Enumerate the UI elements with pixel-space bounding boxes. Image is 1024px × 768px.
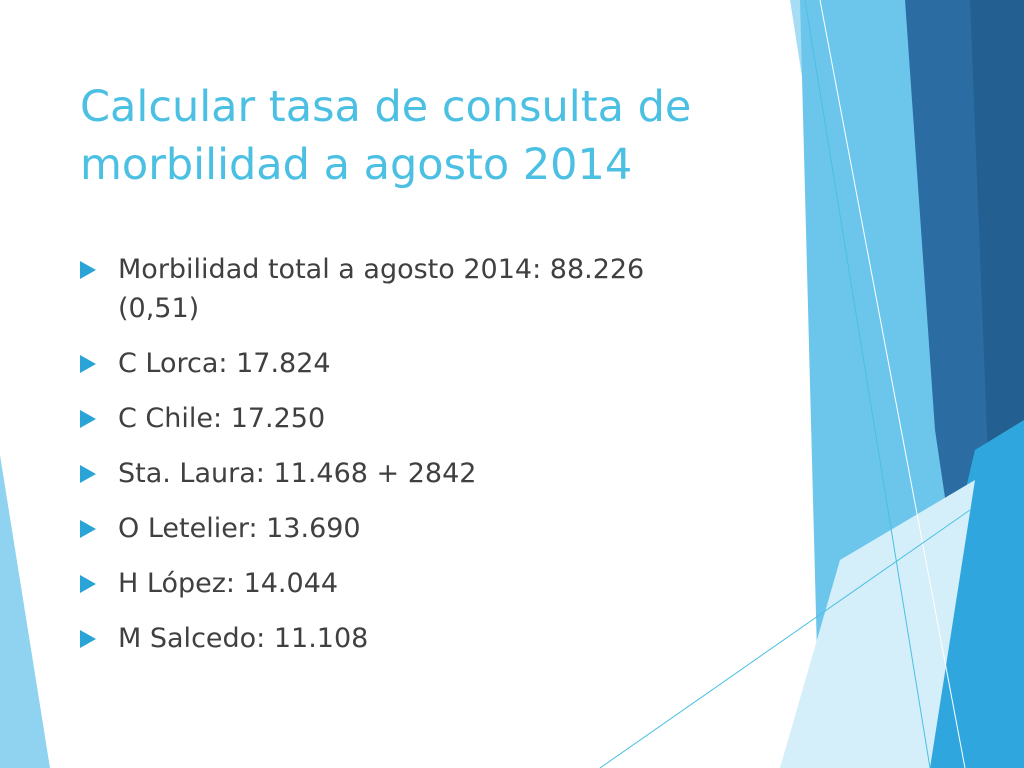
bullet-text: Sta. Laura: 11.468 + 2842 bbox=[118, 458, 477, 489]
bullet-text: C Lorca: 17.824 bbox=[118, 348, 331, 379]
list-item: Sta. Laura: 11.468 + 2842 bbox=[80, 454, 760, 493]
bullet-list: Morbilidad total a agosto 2014: 88.226 (… bbox=[80, 250, 760, 674]
triangle-bullet-icon bbox=[80, 465, 96, 483]
page-title: Calcular tasa de consulta de morbilidad … bbox=[80, 78, 780, 194]
triangle-bullet-icon bbox=[80, 355, 96, 373]
pale-lower-shape bbox=[780, 480, 975, 768]
triangle-bullet-icon bbox=[80, 261, 96, 279]
triangle-bullet-icon bbox=[80, 630, 96, 648]
bullet-text: C Chile: 17.250 bbox=[118, 403, 326, 434]
list-item: Morbilidad total a agosto 2014: 88.226 (… bbox=[80, 250, 760, 328]
triangle-bullet-icon bbox=[80, 520, 96, 538]
bullet-text: Morbilidad total a agosto 2014: 88.226 bbox=[118, 254, 645, 285]
triangle-bullet-icon bbox=[80, 410, 96, 428]
bullet-text: O Letelier: 13.690 bbox=[118, 513, 361, 544]
left-edge-shape bbox=[0, 455, 50, 768]
list-item: H López: 14.044 bbox=[80, 564, 760, 603]
title-line: Calcular tasa de consulta de bbox=[80, 82, 692, 132]
thin-line bbox=[599, 509, 971, 768]
bullet-text: H López: 14.044 bbox=[118, 568, 339, 599]
bullet-text: (0,51) bbox=[118, 293, 200, 324]
title-line: morbilidad a agosto 2014 bbox=[80, 140, 633, 190]
triangle-bullet-icon bbox=[80, 575, 96, 593]
list-item: M Salcedo: 11.108 bbox=[80, 619, 760, 658]
thin-line bbox=[819, 0, 966, 768]
thin-line bbox=[804, 0, 931, 768]
list-item: O Letelier: 13.690 bbox=[80, 509, 760, 548]
list-item: C Lorca: 17.824 bbox=[80, 344, 760, 383]
bullet-text: M Salcedo: 11.108 bbox=[118, 623, 369, 654]
list-item: C Chile: 17.250 bbox=[80, 399, 760, 438]
